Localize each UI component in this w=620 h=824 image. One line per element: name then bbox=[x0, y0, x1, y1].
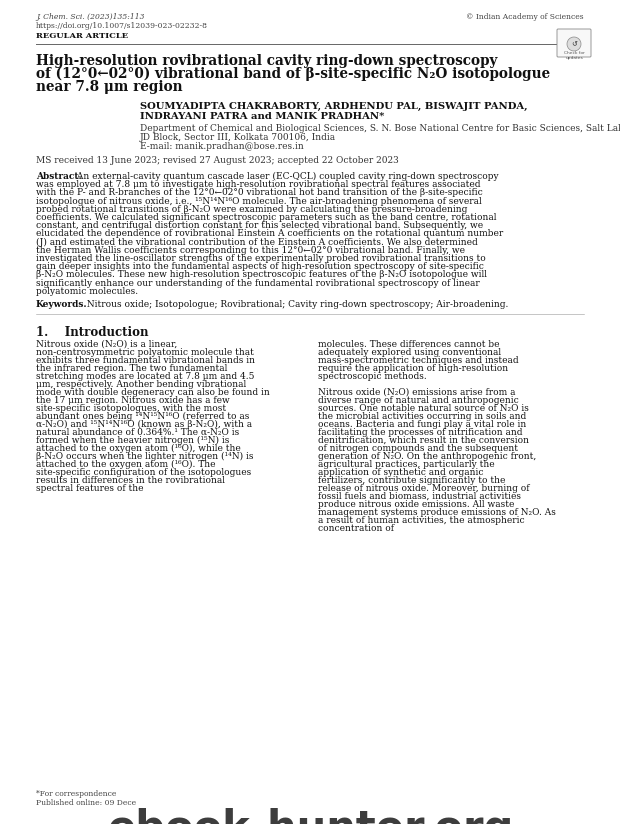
Text: coefficients. We calculated significant spectroscopic parameters such as the ban: coefficients. We calculated significant … bbox=[36, 213, 497, 222]
Text: site-specific isotopologues, with the most: site-specific isotopologues, with the mo… bbox=[36, 404, 226, 413]
Text: Keywords.: Keywords. bbox=[36, 300, 87, 309]
Text: a result of human activities, the atmospheric: a result of human activities, the atmosp… bbox=[318, 516, 525, 525]
Text: facilitating the processes of nitrification and: facilitating the processes of nitrificat… bbox=[318, 428, 523, 437]
Text: Published online: 09 Dece: Published online: 09 Dece bbox=[36, 799, 136, 807]
Text: INDRAYANI PATRA and MANIK PRADHAN*: INDRAYANI PATRA and MANIK PRADHAN* bbox=[140, 112, 384, 121]
Text: (J) and estimated the vibrational contribution of the Einstein A coefficients. W: (J) and estimated the vibrational contri… bbox=[36, 237, 478, 246]
Text: require the application of high-resolution: require the application of high-resoluti… bbox=[318, 364, 508, 373]
Text: isotopologue of nitrous oxide, i.e., ¹⁵N¹⁴N¹⁶O molecule. The air-broadening phen: isotopologue of nitrous oxide, i.e., ¹⁵N… bbox=[36, 197, 482, 206]
Text: Department of Chemical and Biological Sciences, S. N. Bose National Centre for B: Department of Chemical and Biological Sc… bbox=[140, 124, 620, 133]
Text: JD Block, Sector III, Kolkata 700106, India: JD Block, Sector III, Kolkata 700106, In… bbox=[140, 133, 336, 142]
Text: An external-cavity quantum cascade laser (EC-QCL) coupled cavity ring-down spect: An external-cavity quantum cascade laser… bbox=[74, 172, 498, 181]
Text: oceans. Bacteria and fungi play a vital role in: oceans. Bacteria and fungi play a vital … bbox=[318, 420, 526, 429]
Text: significantly enhance our understanding of the fundamental rovibrational spectro: significantly enhance our understanding … bbox=[36, 279, 480, 288]
Circle shape bbox=[567, 37, 581, 51]
Text: ↺: ↺ bbox=[571, 41, 577, 47]
Text: molecules. These differences cannot be: molecules. These differences cannot be bbox=[318, 340, 500, 349]
Text: Nitrous oxide (N₂O) emissions arise from a: Nitrous oxide (N₂O) emissions arise from… bbox=[318, 388, 515, 397]
Text: formed when the heavier nitrogen (¹⁵N) is: formed when the heavier nitrogen (¹⁵N) i… bbox=[36, 436, 229, 445]
Text: the microbial activities occurring in soils and: the microbial activities occurring in so… bbox=[318, 412, 526, 421]
Text: elucidated the dependence of rovibrational Einstein A coefficients on the rotati: elucidated the dependence of rovibration… bbox=[36, 229, 503, 238]
Text: mass-spectrometric techniques and instead: mass-spectrometric techniques and instea… bbox=[318, 356, 518, 365]
Text: ebook-hunter.org: ebook-hunter.org bbox=[107, 808, 513, 824]
Text: abundant ones being ¹⁴N¹⁵N¹⁶O (referred to as: abundant ones being ¹⁴N¹⁵N¹⁶O (referred … bbox=[36, 412, 249, 421]
Text: sources. One notable natural source of N₂O is: sources. One notable natural source of N… bbox=[318, 404, 529, 413]
Text: the 17 μm region. Nitrous oxide has a few: the 17 μm region. Nitrous oxide has a fe… bbox=[36, 396, 230, 405]
Text: denitrification, which result in the conversion: denitrification, which result in the con… bbox=[318, 436, 529, 445]
Text: mode with double degeneracy can also be found in: mode with double degeneracy can also be … bbox=[36, 388, 270, 397]
Text: the Herman Wallis coefficients corresponding to this 12°0←02°0 vibrational band.: the Herman Wallis coefficients correspon… bbox=[36, 246, 465, 255]
Text: concentration of: concentration of bbox=[318, 524, 394, 533]
Text: β-N₂O occurs when the lighter nitrogen (¹⁴N) is: β-N₂O occurs when the lighter nitrogen (… bbox=[36, 452, 254, 461]
Text: attached to the oxygen atom (¹⁶O). The: attached to the oxygen atom (¹⁶O). The bbox=[36, 460, 216, 469]
Text: agricultural practices, particularly the: agricultural practices, particularly the bbox=[318, 460, 495, 469]
Text: μm, respectively. Another bending vibrational: μm, respectively. Another bending vibrat… bbox=[36, 380, 246, 389]
Text: with the P- and R-branches of the 12°0←02°0 vibrational hot band transition of t: with the P- and R-branches of the 12°0←0… bbox=[36, 189, 483, 198]
Text: diverse range of natural and anthropogenic: diverse range of natural and anthropogen… bbox=[318, 396, 519, 405]
Text: Nitrous oxide (N₂O) is a linear,: Nitrous oxide (N₂O) is a linear, bbox=[36, 340, 177, 349]
Text: spectroscopic methods.: spectroscopic methods. bbox=[318, 372, 427, 381]
Text: attached to the oxygen atom (¹⁶O), while the: attached to the oxygen atom (¹⁶O), while… bbox=[36, 444, 241, 453]
Text: polyatomic molecules.: polyatomic molecules. bbox=[36, 287, 138, 296]
Text: gain deeper insights into the fundamental aspects of high-resolution spectroscop: gain deeper insights into the fundamenta… bbox=[36, 262, 484, 271]
Text: investigated the line-oscillator strengths of the experimentally probed rovibrat: investigated the line-oscillator strengt… bbox=[36, 254, 485, 263]
Text: constant, and centrifugal distortion constant for this selected vibrational band: constant, and centrifugal distortion con… bbox=[36, 221, 483, 230]
Text: REGULAR ARTICLE: REGULAR ARTICLE bbox=[36, 32, 128, 40]
Text: generation of N₂O. On the anthropogenic front,: generation of N₂O. On the anthropogenic … bbox=[318, 452, 536, 461]
FancyBboxPatch shape bbox=[557, 29, 591, 57]
Text: SOUMYADIPTA CHAKRABORTY, ARDHENDU PAL, BISWAJIT PANDA,: SOUMYADIPTA CHAKRABORTY, ARDHENDU PAL, B… bbox=[140, 102, 528, 111]
Text: High-resolution rovibrational cavity ring-down spectroscopy: High-resolution rovibrational cavity rin… bbox=[36, 54, 497, 68]
Text: application of synthetic and organic: application of synthetic and organic bbox=[318, 468, 484, 477]
Text: fertilizers, contribute significantly to the: fertilizers, contribute significantly to… bbox=[318, 476, 505, 485]
Text: adequately explored using conventional: adequately explored using conventional bbox=[318, 348, 501, 357]
Text: the infrared region. The two fundamental: the infrared region. The two fundamental bbox=[36, 364, 228, 373]
Text: J. Chem. Sci. (2023)135:113: J. Chem. Sci. (2023)135:113 bbox=[36, 13, 144, 21]
Text: was employed at 7.8 μm to investigate high-resolution rovibrational spectral fea: was employed at 7.8 μm to investigate hi… bbox=[36, 180, 480, 190]
Text: of (12°0←02°0) vibrational band of β-site-specific N₂O isotopologue: of (12°0←02°0) vibrational band of β-sit… bbox=[36, 67, 550, 82]
Text: exhibits three fundamental vibrational bands in: exhibits three fundamental vibrational b… bbox=[36, 356, 255, 365]
Text: produce nitrous oxide emissions. All waste: produce nitrous oxide emissions. All was… bbox=[318, 500, 515, 509]
Text: natural abundance of 0.364%.¹ The α-N₂O is: natural abundance of 0.364%.¹ The α-N₂O … bbox=[36, 428, 239, 437]
Text: near 7.8 μm region: near 7.8 μm region bbox=[36, 80, 183, 94]
Text: management systems produce emissions of N₂O. As: management systems produce emissions of … bbox=[318, 508, 556, 517]
Text: https://doi.org/10.1007/s12039-023-02232-8: https://doi.org/10.1007/s12039-023-02232… bbox=[36, 22, 208, 30]
Text: α-N₂O) and ¹⁵N¹⁴N¹⁶O (known as β-N₂O), with a: α-N₂O) and ¹⁵N¹⁴N¹⁶O (known as β-N₂O), w… bbox=[36, 420, 252, 429]
Text: β-N₂O molecules. These new high-resolution spectroscopic features of the β-N₂O i: β-N₂O molecules. These new high-resoluti… bbox=[36, 270, 487, 279]
Text: E-mail: manik.pradhan@bose.res.in: E-mail: manik.pradhan@bose.res.in bbox=[140, 142, 304, 151]
Text: MS received 13 June 2023; revised 27 August 2023; accepted 22 October 2023: MS received 13 June 2023; revised 27 Aug… bbox=[36, 156, 399, 165]
Text: *For correspondence: *For correspondence bbox=[36, 790, 117, 798]
Text: updates: updates bbox=[565, 56, 583, 60]
Text: non-centrosymmetric polyatomic molecule that: non-centrosymmetric polyatomic molecule … bbox=[36, 348, 254, 357]
Text: fossil fuels and biomass, industrial activities: fossil fuels and biomass, industrial act… bbox=[318, 492, 521, 501]
Text: stretching modes are located at 7.8 μm and 4.5: stretching modes are located at 7.8 μm a… bbox=[36, 372, 254, 381]
Text: Abstract.: Abstract. bbox=[36, 172, 82, 181]
Text: of nitrogen compounds and the subsequent: of nitrogen compounds and the subsequent bbox=[318, 444, 518, 453]
Text: Nitrous oxide; Isotopologue; Rovibrational; Cavity ring-down spectroscopy; Air-b: Nitrous oxide; Isotopologue; Rovibration… bbox=[81, 300, 508, 309]
Text: probed rotational transitions of β-N₂O were examined by calculating the pressure: probed rotational transitions of β-N₂O w… bbox=[36, 205, 467, 213]
Text: Check for: Check for bbox=[564, 51, 585, 55]
Text: 1.    Introduction: 1. Introduction bbox=[36, 326, 149, 339]
Text: release of nitrous oxide. Moreover, burning of: release of nitrous oxide. Moreover, burn… bbox=[318, 484, 529, 493]
Text: © Indian Academy of Sciences: © Indian Academy of Sciences bbox=[466, 13, 584, 21]
Text: spectral features of the: spectral features of the bbox=[36, 484, 143, 493]
Text: site-specific configuration of the isotopologues: site-specific configuration of the isoto… bbox=[36, 468, 251, 477]
Text: results in differences in the rovibrational: results in differences in the rovibratio… bbox=[36, 476, 225, 485]
